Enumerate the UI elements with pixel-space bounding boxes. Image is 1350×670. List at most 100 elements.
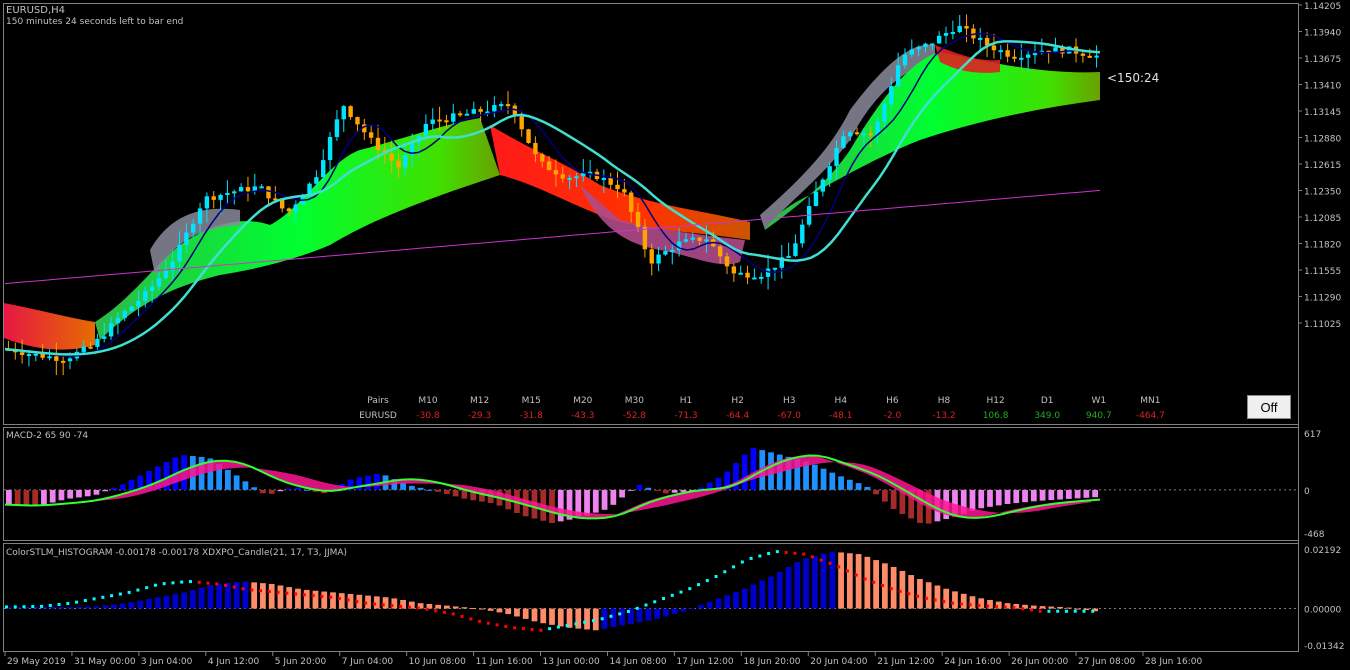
macd-bar xyxy=(820,468,827,490)
stlm-signal-dot xyxy=(548,627,552,631)
band-edge-line xyxy=(4,40,1101,356)
stlm-signal-dot xyxy=(1056,609,1060,613)
candle-body xyxy=(136,300,141,307)
macd-bar xyxy=(365,475,371,490)
stlm-signal-dot xyxy=(416,606,420,610)
stlm-signal-dot xyxy=(180,580,184,584)
stlm-signal-dot xyxy=(521,627,525,631)
stlm-signal-dot xyxy=(1073,609,1077,613)
stlm-signal-dot xyxy=(1029,608,1033,612)
stlm-bar xyxy=(785,566,792,609)
stlm-bar xyxy=(260,583,266,609)
candle-body xyxy=(1019,57,1024,60)
stlm-bar xyxy=(540,608,547,624)
macd-bar xyxy=(373,473,380,490)
stlm-signal-dot xyxy=(136,588,140,592)
table-tf-header: H8 xyxy=(938,396,951,406)
candle-body xyxy=(971,28,976,39)
stlm-bar xyxy=(636,608,643,623)
stlm-bar xyxy=(41,606,47,609)
macd-bar xyxy=(426,489,433,491)
stlm-signal-dot xyxy=(740,560,744,564)
candle-body xyxy=(1046,50,1051,53)
macd-bar xyxy=(216,464,222,490)
macd-bar xyxy=(23,489,30,506)
stlm-bar xyxy=(295,588,301,609)
macd-bar xyxy=(67,489,74,499)
macd-axis: 617 0 -468 xyxy=(1304,430,1325,540)
stlm-signal-dot xyxy=(66,602,70,606)
time-tick-label: 26 Jun 00:00 xyxy=(1011,657,1068,667)
stlm-bar xyxy=(426,603,433,609)
macd-bar xyxy=(846,479,853,490)
macd-bar xyxy=(408,485,415,490)
stlm-bar xyxy=(601,608,608,629)
off-button[interactable]: Off xyxy=(1247,395,1291,419)
candle-body xyxy=(772,267,778,270)
candle-body xyxy=(396,160,401,168)
stlm-signal-dot xyxy=(653,600,657,604)
table-tf-value: -30.8 xyxy=(416,411,440,421)
stlm-bar xyxy=(514,608,520,617)
table-tf-value: -64.4 xyxy=(726,411,750,421)
candle-body xyxy=(81,346,86,352)
stlm-signal-dot xyxy=(556,625,560,629)
table-tf-value: -48.1 xyxy=(829,411,852,421)
table-tf-header: D1 xyxy=(1041,396,1054,406)
stlm-signal-dot xyxy=(670,593,674,597)
macd-bar xyxy=(960,489,967,514)
candle-body xyxy=(321,160,326,178)
macd-signal-line xyxy=(4,454,1101,520)
stlm-signal-dot xyxy=(626,609,630,613)
stlm-signal-dot xyxy=(1064,609,1068,613)
table-tf-header: M15 xyxy=(522,396,541,406)
macd-pane-frame xyxy=(3,427,1299,541)
stlm-bar xyxy=(330,592,336,609)
candle-body xyxy=(423,123,429,136)
table-header-pairs: Pairs xyxy=(367,396,389,406)
time-tick-label: 29 May 2019 xyxy=(7,657,66,667)
stlm-bar xyxy=(102,605,109,609)
macd-bar xyxy=(1013,489,1020,504)
stlm-bar xyxy=(531,608,538,622)
stlm-signal-dot xyxy=(486,621,490,625)
candle-body xyxy=(560,174,565,179)
green-band-2 xyxy=(765,52,1100,230)
table-tf-value: -31.8 xyxy=(520,411,544,421)
candle-body xyxy=(697,237,702,241)
candle-body xyxy=(184,232,189,245)
stlm-bar xyxy=(776,571,783,609)
macd-bar xyxy=(1057,489,1063,500)
stlm-signal-dot xyxy=(714,574,718,578)
macd-bar xyxy=(242,481,249,490)
macd-bar xyxy=(619,489,625,498)
macd-bar xyxy=(444,489,450,495)
stlm-bar xyxy=(1092,608,1098,612)
macd-bar xyxy=(1039,489,1046,501)
stlm-bar xyxy=(408,601,415,609)
stlm-signal-dot xyxy=(828,561,832,565)
macd-bar xyxy=(671,489,678,493)
candle-body xyxy=(841,136,846,148)
candle-body xyxy=(1087,55,1092,58)
stlm-signal-dot xyxy=(793,551,797,555)
stlm-signal-dot xyxy=(469,617,473,621)
candle-body xyxy=(936,35,942,44)
candle-body xyxy=(800,224,805,244)
candle-body xyxy=(47,356,52,359)
stlm-bar xyxy=(706,601,713,609)
macd-bar xyxy=(356,477,363,490)
stlm-signal-dot xyxy=(854,573,858,577)
macd-bar xyxy=(470,489,477,501)
stlm-bar xyxy=(654,608,660,619)
red-band-mid xyxy=(490,125,750,240)
macd-bar xyxy=(391,479,398,490)
stlm-bar xyxy=(400,600,406,609)
macd-bar xyxy=(829,472,836,490)
macd-bar xyxy=(706,482,713,490)
stlm-bar xyxy=(610,608,617,628)
price-tick-label: 1.12615 xyxy=(1304,161,1341,171)
candle-body xyxy=(608,177,613,185)
candle-body xyxy=(1005,50,1010,57)
stlm-bar xyxy=(251,582,258,609)
